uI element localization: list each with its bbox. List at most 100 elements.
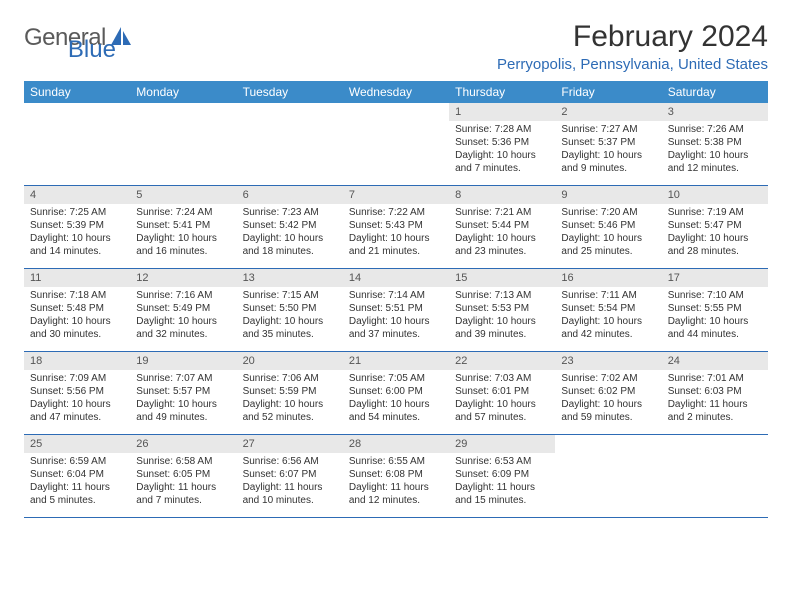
daylight-text: Daylight: 10 hours and 28 minutes. [668, 232, 762, 258]
sunset-text: Sunset: 5:50 PM [243, 302, 337, 315]
sunset-text: Sunset: 6:02 PM [561, 385, 655, 398]
day-cell: 24Sunrise: 7:01 AMSunset: 6:03 PMDayligh… [662, 352, 768, 434]
day-number: 14 [343, 269, 449, 287]
sunset-text: Sunset: 6:07 PM [243, 468, 337, 481]
daylight-text: Daylight: 11 hours and 12 minutes. [349, 481, 443, 507]
day-cell: 23Sunrise: 7:02 AMSunset: 6:02 PMDayligh… [555, 352, 661, 434]
sunrise-text: Sunrise: 7:28 AM [455, 123, 549, 136]
sunrise-text: Sunrise: 6:56 AM [243, 455, 337, 468]
sunrise-text: Sunrise: 7:11 AM [561, 289, 655, 302]
sunset-text: Sunset: 5:43 PM [349, 219, 443, 232]
day-cell: 5 Sunrise: 7:24 AMSunset: 5:41 PMDaylight… [130, 186, 236, 268]
day-content: Sunrise: 7:21 AMSunset: 5:44 PMDaylight:… [449, 206, 555, 262]
week-row: 25Sunrise: 6:59 AMSunset: 6:04 PMDayligh… [24, 435, 768, 518]
sunset-text: Sunset: 5:37 PM [561, 136, 655, 149]
day-number: 25 [24, 435, 130, 453]
calendar-grid: Sunday Monday Tuesday Wednesday Thursday… [24, 81, 768, 518]
day-cell: 14Sunrise: 7:14 AMSunset: 5:51 PMDayligh… [343, 269, 449, 351]
day-cell [24, 103, 130, 185]
day-cell: 25Sunrise: 6:59 AMSunset: 6:04 PMDayligh… [24, 435, 130, 517]
brand-logo: General Blue [24, 20, 182, 52]
day-number: 17 [662, 269, 768, 287]
day-content: Sunrise: 7:19 AMSunset: 5:47 PMDaylight:… [662, 206, 768, 262]
day-cell [343, 103, 449, 185]
sunrise-text: Sunrise: 7:05 AM [349, 372, 443, 385]
calendar-page: General Blue February 2024 Perryopolis, … [0, 0, 792, 538]
daylight-text: Daylight: 10 hours and 37 minutes. [349, 315, 443, 341]
sunset-text: Sunset: 6:00 PM [349, 385, 443, 398]
day-cell: 7 Sunrise: 7:22 AMSunset: 5:43 PMDaylight… [343, 186, 449, 268]
day-number: 5 [130, 186, 236, 204]
day-content: Sunrise: 7:18 AMSunset: 5:48 PMDaylight:… [24, 289, 130, 345]
day-number: 10 [662, 186, 768, 204]
sunrise-text: Sunrise: 7:14 AM [349, 289, 443, 302]
sunset-text: Sunset: 5:53 PM [455, 302, 549, 315]
daylight-text: Daylight: 10 hours and 57 minutes. [455, 398, 549, 424]
day-content: Sunrise: 6:55 AMSunset: 6:08 PMDaylight:… [343, 455, 449, 511]
week-row: 18Sunrise: 7:09 AMSunset: 5:56 PMDayligh… [24, 352, 768, 435]
day-cell: 22 Sunrise: 7:03 AMSunset: 6:01 PMDayligh… [449, 352, 555, 434]
sunset-text: Sunset: 5:57 PM [136, 385, 230, 398]
day-content: Sunrise: 6:58 AMSunset: 6:05 PMDaylight:… [130, 455, 236, 511]
sunset-text: Sunset: 5:59 PM [243, 385, 337, 398]
day-content: Sunrise: 7:22 AMSunset: 5:43 PMDaylight:… [343, 206, 449, 262]
day-cell: 18Sunrise: 7:09 AMSunset: 5:56 PMDayligh… [24, 352, 130, 434]
day-cell: 29Sunrise: 6:53 AMSunset: 6:09 PMDayligh… [449, 435, 555, 517]
day-cell: 19Sunrise: 7:07 AMSunset: 5:57 PMDayligh… [130, 352, 236, 434]
sunset-text: Sunset: 5:42 PM [243, 219, 337, 232]
daylight-text: Daylight: 11 hours and 15 minutes. [455, 481, 549, 507]
sunrise-text: Sunrise: 7:26 AM [668, 123, 762, 136]
weekday-label: Friday [555, 81, 661, 103]
day-cell: 6Sunrise: 7:23 AMSunset: 5:42 PMDaylight… [237, 186, 343, 268]
day-content: Sunrise: 6:56 AMSunset: 6:07 PMDaylight:… [237, 455, 343, 511]
sunrise-text: Sunrise: 7:23 AM [243, 206, 337, 219]
day-cell: 9Sunrise: 7:20 AMSunset: 5:46 PMDaylight… [555, 186, 661, 268]
day-cell: 26 Sunrise: 6:58 AMSunset: 6:05 PMDayligh… [130, 435, 236, 517]
sunset-text: Sunset: 6:09 PM [455, 468, 549, 481]
day-content: Sunrise: 7:28 AMSunset: 5:36 PMDaylight:… [449, 123, 555, 179]
sunset-text: Sunset: 5:44 PM [455, 219, 549, 232]
day-content: Sunrise: 7:24 AMSunset: 5:41 PMDaylight:… [130, 206, 236, 262]
day-number: 26 [130, 435, 236, 453]
sunrise-text: Sunrise: 6:59 AM [30, 455, 124, 468]
title-block: February 2024 Perryopolis, Pennsylvania,… [497, 20, 768, 73]
sunrise-text: Sunrise: 7:20 AM [561, 206, 655, 219]
sunrise-text: Sunrise: 7:03 AM [455, 372, 549, 385]
sunrise-text: Sunrise: 7:19 AM [668, 206, 762, 219]
day-content: Sunrise: 7:03 AMSunset: 6:01 PMDaylight:… [449, 372, 555, 428]
sunset-text: Sunset: 5:56 PM [30, 385, 124, 398]
sunrise-text: Sunrise: 7:13 AM [455, 289, 549, 302]
day-number: 22 [449, 352, 555, 370]
sunrise-text: Sunrise: 7:02 AM [561, 372, 655, 385]
day-number: 20 [237, 352, 343, 370]
day-cell [662, 435, 768, 517]
daylight-text: Daylight: 10 hours and 42 minutes. [561, 315, 655, 341]
daylight-text: Daylight: 10 hours and 49 minutes. [136, 398, 230, 424]
day-content: Sunrise: 7:05 AMSunset: 6:00 PMDaylight:… [343, 372, 449, 428]
day-number: 8 [449, 186, 555, 204]
daylight-text: Daylight: 11 hours and 10 minutes. [243, 481, 337, 507]
day-cell: 10 Sunrise: 7:19 AMSunset: 5:47 PMDayligh… [662, 186, 768, 268]
day-content: Sunrise: 7:07 AMSunset: 5:57 PMDaylight:… [130, 372, 236, 428]
sunset-text: Sunset: 5:38 PM [668, 136, 762, 149]
day-number: 7 [343, 186, 449, 204]
week-row: 1Sunrise: 7:28 AMSunset: 5:36 PMDaylight… [24, 103, 768, 186]
sunset-text: Sunset: 6:05 PM [136, 468, 230, 481]
daylight-text: Daylight: 11 hours and 7 minutes. [136, 481, 230, 507]
day-content: Sunrise: 7:02 AMSunset: 6:02 PMDaylight:… [555, 372, 661, 428]
day-number: 12 [130, 269, 236, 287]
sunrise-text: Sunrise: 7:10 AM [668, 289, 762, 302]
daylight-text: Daylight: 10 hours and 25 minutes. [561, 232, 655, 258]
day-content: Sunrise: 7:11 AMSunset: 5:54 PMDaylight:… [555, 289, 661, 345]
day-number: 21 [343, 352, 449, 370]
sunset-text: Sunset: 5:48 PM [30, 302, 124, 315]
sunset-text: Sunset: 5:55 PM [668, 302, 762, 315]
day-content: Sunrise: 7:20 AMSunset: 5:46 PMDaylight:… [555, 206, 661, 262]
daylight-text: Daylight: 10 hours and 59 minutes. [561, 398, 655, 424]
daylight-text: Daylight: 10 hours and 18 minutes. [243, 232, 337, 258]
daylight-text: Daylight: 10 hours and 30 minutes. [30, 315, 124, 341]
day-content: Sunrise: 7:06 AMSunset: 5:59 PMDaylight:… [237, 372, 343, 428]
sunrise-text: Sunrise: 7:21 AM [455, 206, 549, 219]
sunset-text: Sunset: 5:36 PM [455, 136, 549, 149]
daylight-text: Daylight: 10 hours and 7 minutes. [455, 149, 549, 175]
